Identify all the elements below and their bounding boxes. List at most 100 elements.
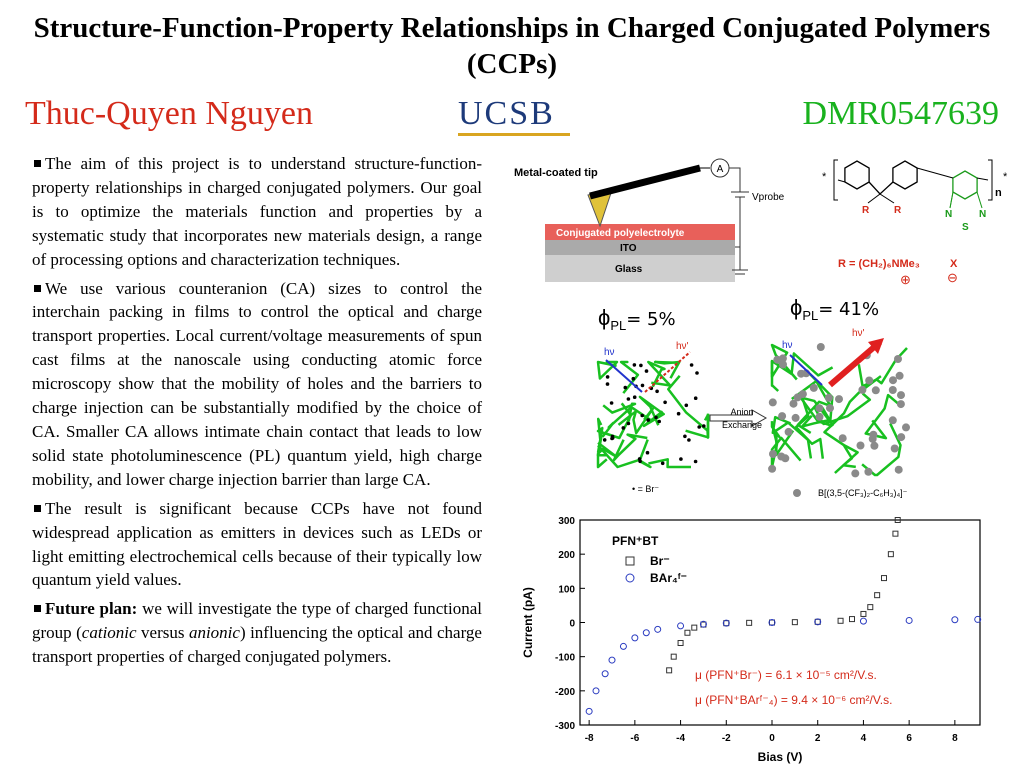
- y-tick-label: 300: [558, 516, 575, 527]
- probe-label: Vprobe: [752, 192, 785, 203]
- counterion: [809, 383, 818, 392]
- bond: [879, 193, 895, 204]
- data-point: [722, 619, 730, 627]
- legend-title: PFN⁺BT: [612, 534, 659, 548]
- y-tick-label: 200: [558, 550, 575, 561]
- layer: [545, 224, 735, 240]
- x-tick-label: 2: [815, 733, 821, 744]
- polymer-chain: [612, 433, 648, 462]
- counterion: [768, 464, 777, 473]
- counterion: [632, 363, 637, 367]
- bracket: [833, 159, 993, 201]
- photon: [828, 339, 882, 388]
- bullet: [34, 605, 41, 613]
- data-point: [887, 551, 894, 558]
- counterion: [816, 343, 825, 351]
- polymer-chain: [770, 352, 834, 377]
- bond: [916, 167, 954, 179]
- layer-label: Glass: [615, 264, 643, 275]
- annotation: μ (PFN⁺BArᶠ⁻₄) = 9.4 × 10⁻⁶ cm²/V.s.: [695, 693, 892, 707]
- end-mark: *: [1003, 171, 1008, 183]
- title: Structure-Function-Property Relationship…: [33, 12, 991, 80]
- counterion: [626, 421, 631, 426]
- y-tick-label: 0: [569, 619, 575, 630]
- data-point: [894, 517, 901, 523]
- anion-symbol: [793, 489, 801, 497]
- data-point: [905, 616, 913, 624]
- counterion: [838, 434, 847, 443]
- atom: S: [962, 222, 969, 233]
- counterion: [779, 360, 787, 369]
- structure-figure: * * n R R N S N R = (CH₂)₆NMe₃ X ⊕ ⊖: [822, 159, 1008, 287]
- ring: [952, 170, 978, 200]
- logo: UCSB: [458, 95, 555, 132]
- polymer-chain: [647, 360, 672, 388]
- legend-marker: [625, 573, 635, 583]
- repeat-label: n: [995, 187, 1002, 199]
- x-tick-label: 6: [906, 733, 912, 744]
- counterion: [869, 430, 878, 439]
- counterion: [605, 382, 610, 386]
- author: Thuc-Quyen Nguyen: [25, 95, 313, 132]
- x-axis-label: Bias (V): [758, 750, 803, 764]
- bond: [976, 177, 989, 181]
- polymer-chain: [596, 402, 633, 453]
- ring: [868, 181, 894, 195]
- grant-number: DMR0547639: [802, 95, 999, 132]
- counterion: [826, 404, 834, 413]
- exchange-figure: ϕPL= 5% ϕPL= 41% hν hν' hν hν' Anion Exc…: [596, 295, 910, 498]
- counterion: [894, 355, 902, 363]
- legend-label: Br⁻: [650, 554, 670, 568]
- data-point: [677, 640, 684, 646]
- end-mark: *: [822, 171, 827, 183]
- x-tick-label: -2: [722, 733, 731, 744]
- counterion: [631, 376, 636, 381]
- value: = 5%: [626, 309, 675, 330]
- quantum-yield: ϕPL= 41%: [790, 295, 879, 323]
- text: ) influencing the optical and charge tra…: [32, 623, 482, 667]
- polymer-chain: [667, 374, 710, 439]
- polymer-chain: [685, 413, 710, 439]
- counterion: [654, 415, 658, 420]
- x-tick-label: -6: [630, 733, 639, 744]
- photon: [789, 354, 823, 386]
- counterion: [902, 423, 910, 432]
- counterion: [621, 426, 626, 430]
- polymer-chain: [861, 422, 902, 477]
- paragraph: The result is significant because CCPs h…: [32, 497, 482, 593]
- counterion: [637, 457, 642, 461]
- iv-chart: -300 -200 -100 0 100 200 300 -8 -6 -4 -2 0 2 4 6 8 Bias …: [521, 516, 982, 764]
- y-tick-label: -200: [555, 687, 575, 698]
- counterion: [689, 363, 694, 367]
- data-point: [585, 707, 593, 715]
- data-point: [791, 619, 798, 626]
- bond: [867, 193, 881, 204]
- counterion: [610, 434, 615, 439]
- arrow-label: Anion: [730, 407, 753, 417]
- lead: Future plan:: [45, 599, 138, 619]
- ring: [892, 160, 918, 190]
- counterion: [702, 424, 706, 428]
- data-point: [670, 653, 677, 660]
- bond: [837, 179, 846, 183]
- symbol: ϕ: [598, 305, 610, 330]
- data-point: [608, 656, 616, 664]
- data-point: [699, 620, 707, 628]
- data-point: [814, 618, 822, 626]
- photon-label: hν: [604, 347, 615, 358]
- photon-label: hν': [852, 328, 865, 339]
- x-tick-label: 4: [861, 733, 867, 744]
- text: The result is significant because CCPs h…: [32, 498, 482, 590]
- logo-underline: [458, 133, 570, 136]
- counterion: [895, 371, 904, 380]
- data-point: [881, 575, 887, 582]
- counterion: [626, 397, 631, 401]
- ammeter-label: A: [717, 164, 724, 175]
- polymer-chain: [834, 443, 859, 474]
- data-point: [951, 616, 959, 624]
- counterion: [679, 457, 683, 461]
- atom: N: [945, 209, 952, 220]
- polymer-chain: [596, 441, 618, 469]
- counterion: [870, 441, 879, 450]
